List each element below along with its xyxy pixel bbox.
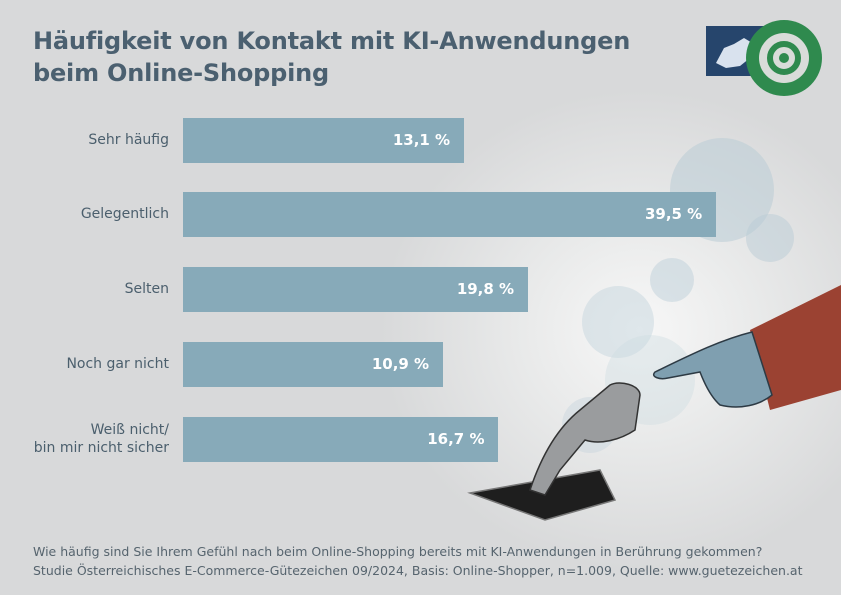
robot-hand-icon	[529, 382, 641, 496]
bubble	[650, 258, 694, 302]
category-label: Gelegentlich	[81, 205, 169, 223]
bar	[183, 342, 444, 387]
title-line: Häufigkeit von Kontakt mit KI-Anwendunge…	[33, 27, 631, 55]
category-label: Noch gar nicht	[66, 355, 169, 373]
category-label-line: Noch gar nicht	[66, 356, 169, 372]
footer-source: Studie Österreichisches E-Commerce-Gütez…	[33, 563, 803, 578]
footer-question: Wie häufig sind Sie Ihrem Gefühl nach be…	[33, 544, 763, 559]
human-hand-icon	[653, 331, 773, 408]
category-label-line: bin mir nicht sicher	[33, 440, 169, 456]
data-label: 19,8 %	[456, 280, 515, 298]
category-label: Sehr häufig	[88, 131, 169, 149]
category-label: Weiß nicht/bin mir nicht sicher	[34, 421, 169, 457]
bubble	[582, 286, 654, 358]
bubble	[746, 214, 794, 262]
tablet-icon	[467, 469, 617, 521]
data-label: 13,1 %	[392, 131, 451, 149]
bar	[183, 417, 499, 462]
data-label: 10,9 %	[371, 355, 430, 373]
category-label-line: Sehr häufig	[88, 132, 169, 148]
category-label-line: Gelegentlich	[80, 206, 169, 222]
sleeve	[750, 285, 841, 410]
bar	[183, 118, 465, 163]
bar	[183, 267, 529, 312]
bar	[183, 192, 717, 237]
data-label: 16,7 %	[427, 430, 485, 448]
guetezeichen-logo	[706, 20, 822, 96]
title-line: beim Online-Shopping	[33, 59, 330, 87]
data-label: 39,5 %	[644, 205, 703, 223]
category-label-line: Selten	[124, 281, 169, 297]
category-label-line: Weiß nicht/	[90, 422, 169, 438]
chart-title: Häufigkeit von Kontakt mit KI-Anwendunge…	[33, 25, 630, 89]
category-label: Selten	[125, 280, 169, 298]
